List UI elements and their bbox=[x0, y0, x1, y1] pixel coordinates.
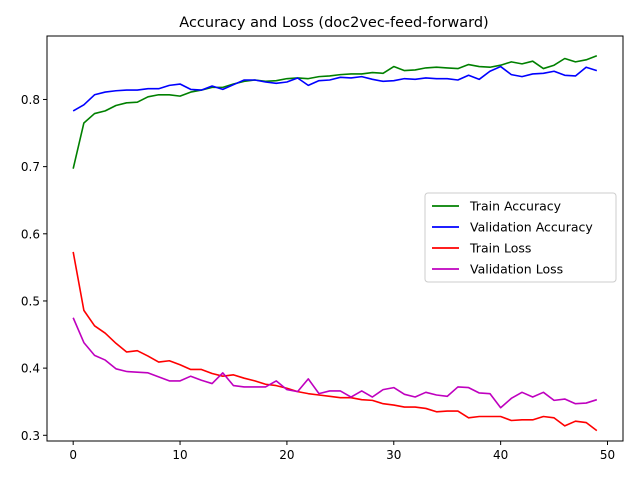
x-tick-label: 30 bbox=[386, 448, 401, 462]
legend-label: Train Accuracy bbox=[469, 199, 562, 214]
legend-box bbox=[424, 192, 617, 283]
series-line-validation-accuracy bbox=[72, 65, 598, 112]
legend-label: Validation Loss bbox=[470, 262, 563, 277]
series-line-train-accuracy bbox=[72, 55, 598, 169]
series-line-validation-loss bbox=[72, 317, 598, 409]
y-tick-label: 0.6 bbox=[21, 227, 40, 241]
y-tick-label: 0.4 bbox=[21, 362, 40, 376]
axes-frame bbox=[46, 35, 624, 442]
legend-label: Validation Accuracy bbox=[470, 220, 593, 235]
x-tick-label: 10 bbox=[172, 448, 187, 462]
y-tick-label: 0.8 bbox=[21, 93, 40, 107]
legend-label: Train Loss bbox=[469, 241, 531, 256]
legend: Train Accuracy Validation Accuracy Train L… bbox=[424, 192, 617, 283]
series-line-train-loss bbox=[72, 251, 598, 432]
x-tick-label: 20 bbox=[279, 448, 294, 462]
x-tick-label: 40 bbox=[493, 448, 508, 462]
y-tick-label: 0.3 bbox=[21, 429, 40, 443]
plot-area: 0 10 20 30 40 50 0.3 0.4 0.5 0.6 0.7 0.8 bbox=[21, 35, 624, 462]
series-layer bbox=[72, 55, 598, 432]
chart-title: Accuracy and Loss (doc2vec-feed-forward) bbox=[179, 15, 488, 31]
y-tick-label: 0.7 bbox=[21, 160, 40, 174]
y-tick-label: 0.5 bbox=[21, 294, 40, 308]
x-tick-label: 50 bbox=[600, 448, 615, 462]
x-tick-label: 0 bbox=[69, 448, 77, 462]
